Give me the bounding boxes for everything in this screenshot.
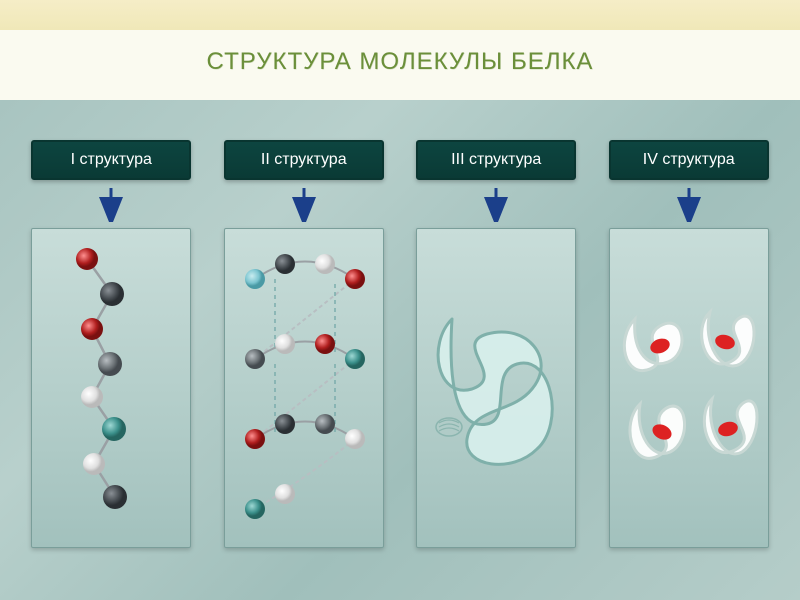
- structure-columns: I структура: [0, 140, 800, 548]
- arrow-icon: [674, 186, 704, 222]
- top-decoration-bar: [0, 0, 800, 30]
- primary-structure-diagram: [32, 229, 191, 548]
- label-structure-3: III структура: [416, 140, 576, 180]
- panel-structure-2: [224, 228, 384, 548]
- column-structure-4: IV структура: [596, 140, 781, 548]
- column-structure-3: III структура: [404, 140, 589, 548]
- column-structure-2: II структура: [211, 140, 396, 548]
- secondary-structure-diagram: [225, 229, 384, 548]
- quaternary-structure-diagram: [610, 229, 769, 548]
- label-structure-4: IV структура: [609, 140, 769, 180]
- panel-structure-1: [31, 228, 191, 548]
- panel-structure-4: [609, 228, 769, 548]
- panel-structure-3: [416, 228, 576, 548]
- label-structure-1: I структура: [31, 140, 191, 180]
- arrow-icon: [481, 186, 511, 222]
- page-title: СТРУКТУРА МОЛЕКУЛЫ БЕЛКА: [0, 30, 800, 90]
- label-structure-2: II структура: [224, 140, 384, 180]
- column-structure-1: I структура: [19, 140, 204, 548]
- arrow-icon: [289, 186, 319, 222]
- tertiary-structure-diagram: [417, 229, 576, 548]
- arrow-icon: [96, 186, 126, 222]
